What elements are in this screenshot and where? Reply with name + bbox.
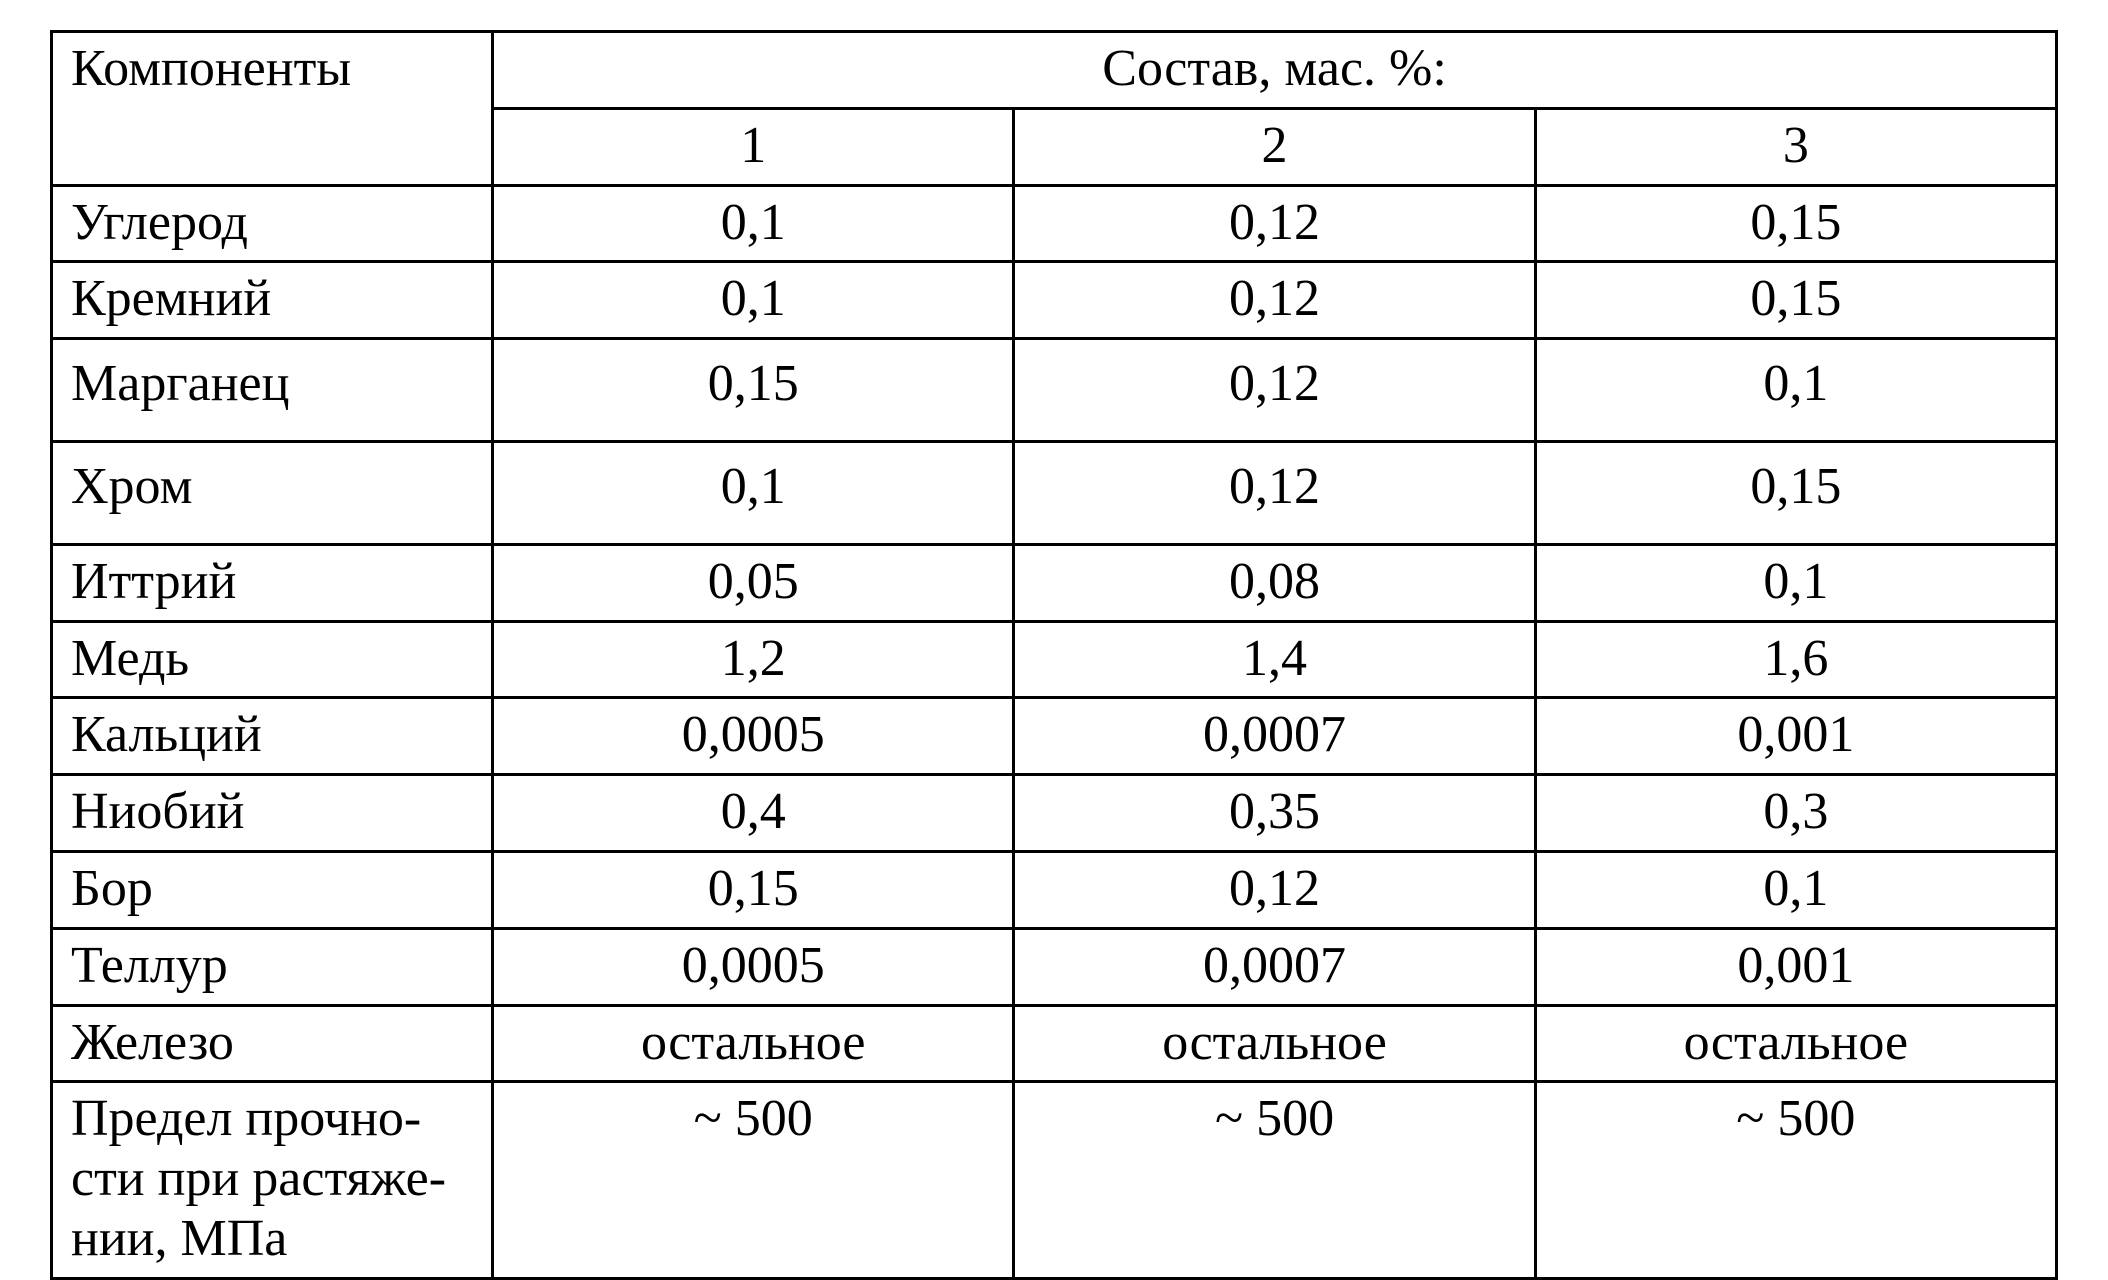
- table-row: Кальций0,00050,00070,001: [52, 698, 2057, 775]
- row-value: 0,15: [493, 851, 1014, 928]
- row-value: 0,12: [1014, 262, 1535, 339]
- row-value: 0,4: [493, 775, 1014, 852]
- row-value: ~ 500: [1535, 1082, 2056, 1278]
- row-value: 1,2: [493, 621, 1014, 698]
- row-label: Бор: [52, 851, 493, 928]
- row-label: Кремний: [52, 262, 493, 339]
- row-value: 0,0005: [493, 698, 1014, 775]
- row-label: Медь: [52, 621, 493, 698]
- row-value: 0,1: [493, 262, 1014, 339]
- header-components: Компоненты: [52, 32, 493, 186]
- row-value: 0,15: [1535, 185, 2056, 262]
- row-value: 0,3: [1535, 775, 2056, 852]
- table-body: Компоненты Состав, мас. %: 1 2 3 Углерод…: [52, 32, 2057, 1279]
- table-row: Углерод0,10,120,15: [52, 185, 2057, 262]
- row-label: Марганец: [52, 339, 493, 442]
- row-value: 0,0007: [1014, 698, 1535, 775]
- row-value: 0,35: [1014, 775, 1535, 852]
- table-row: Кремний0,10,120,15: [52, 262, 2057, 339]
- row-label: Предел прочно-сти при растяже-нии, МПа: [52, 1082, 493, 1278]
- row-label: Углерод: [52, 185, 493, 262]
- header-composition: Состав, мас. %:: [493, 32, 2057, 109]
- row-value: 0,15: [1535, 262, 2056, 339]
- row-value: 0,001: [1535, 928, 2056, 1005]
- row-label: Теллур: [52, 928, 493, 1005]
- row-value: остальное: [1014, 1005, 1535, 1082]
- row-value: 0,1: [1535, 544, 2056, 621]
- row-value: 0,15: [493, 339, 1014, 442]
- row-value: 0,1: [493, 441, 1014, 544]
- row-value: 0,001: [1535, 698, 2056, 775]
- table-header-row-1: Компоненты Состав, мас. %:: [52, 32, 2057, 109]
- row-value: 0,12: [1014, 851, 1535, 928]
- row-value: ~ 500: [1014, 1082, 1535, 1278]
- row-value: 1,6: [1535, 621, 2056, 698]
- row-value: 0,12: [1014, 441, 1535, 544]
- row-value: 0,0007: [1014, 928, 1535, 1005]
- row-value: 0,1: [493, 185, 1014, 262]
- row-value: 0,12: [1014, 339, 1535, 442]
- row-value: 0,1: [1535, 339, 2056, 442]
- table-row: Ниобий0,40,350,3: [52, 775, 2057, 852]
- row-value: 0,12: [1014, 185, 1535, 262]
- table-row: Хром0,10,120,15: [52, 441, 2057, 544]
- row-value: 0,08: [1014, 544, 1535, 621]
- row-value: 0,0005: [493, 928, 1014, 1005]
- col-header-3: 3: [1535, 108, 2056, 185]
- table-row: Иттрий0,050,080,1: [52, 544, 2057, 621]
- col-header-2: 2: [1014, 108, 1535, 185]
- col-header-1: 1: [493, 108, 1014, 185]
- table-row: Бор0,150,120,1: [52, 851, 2057, 928]
- row-label: Ниобий: [52, 775, 493, 852]
- composition-table: Компоненты Состав, мас. %: 1 2 3 Углерод…: [50, 30, 2058, 1280]
- table-row: Железоостальноеостальноеостальное: [52, 1005, 2057, 1082]
- table-row: Медь1,21,41,6: [52, 621, 2057, 698]
- table-row: Марганец0,150,120,1: [52, 339, 2057, 442]
- row-value: 0,05: [493, 544, 1014, 621]
- row-value: 0,1: [1535, 851, 2056, 928]
- row-value: ~ 500: [493, 1082, 1014, 1278]
- row-value: остальное: [493, 1005, 1014, 1082]
- row-label: Кальций: [52, 698, 493, 775]
- row-label: Железо: [52, 1005, 493, 1082]
- row-label: Хром: [52, 441, 493, 544]
- table-row: Теллур0,00050,00070,001: [52, 928, 2057, 1005]
- row-value: 1,4: [1014, 621, 1535, 698]
- row-value: остальное: [1535, 1005, 2056, 1082]
- row-value: 0,15: [1535, 441, 2056, 544]
- table-row: Предел прочно-сти при растяже-нии, МПа~ …: [52, 1082, 2057, 1278]
- row-label: Иттрий: [52, 544, 493, 621]
